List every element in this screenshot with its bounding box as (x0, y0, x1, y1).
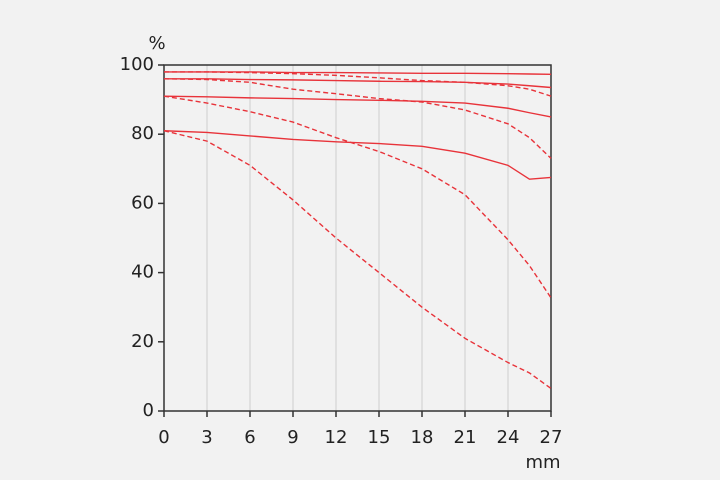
x-tick-label: 21 (454, 427, 477, 448)
mtf-line (164, 71, 552, 76)
y-tick-label: 0 (143, 400, 154, 421)
y-tick-label: 100 (120, 54, 154, 75)
y-tick-label: 80 (131, 123, 154, 144)
y-tick-label: 60 (131, 192, 154, 213)
mtf-line (163, 78, 552, 159)
x-tick-label: 0 (158, 427, 169, 448)
mtf-line (163, 130, 552, 180)
x-tick-label: 18 (411, 427, 434, 448)
plot-frame (163, 64, 552, 412)
x-tick-label: 9 (287, 427, 298, 448)
x-axis-label: mm (525, 452, 560, 473)
mtf-line (163, 130, 552, 390)
x-tick-label: 15 (368, 427, 391, 448)
x-tick-label: 6 (244, 427, 255, 448)
y-tick-label: 20 (131, 331, 154, 352)
x-tick-label: 27 (540, 427, 563, 448)
mtf-line (163, 95, 552, 118)
y-tick-label: 40 (131, 262, 154, 283)
y-axis-label: % (148, 33, 165, 54)
x-tick-label: 12 (325, 427, 348, 448)
mtf-line (163, 95, 552, 299)
x-tick-label: 3 (201, 427, 212, 448)
mtf-line (164, 78, 552, 89)
x-tick-label: 24 (497, 427, 520, 448)
